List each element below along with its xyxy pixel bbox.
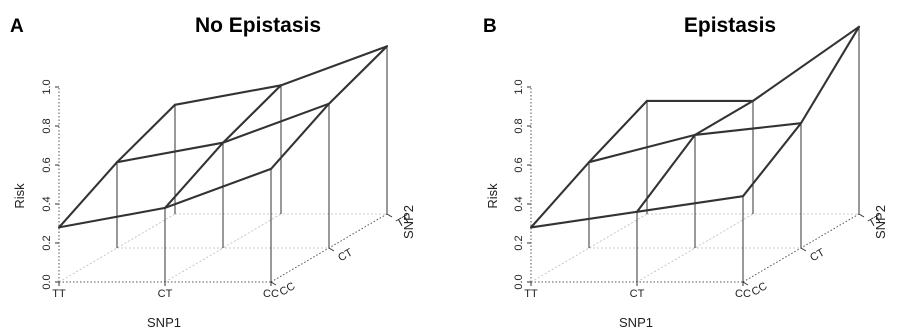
y-tick-label: CC xyxy=(750,280,770,298)
y-tick-label: TT xyxy=(867,213,885,230)
y-tick xyxy=(270,281,277,286)
surface-line-snp1-cc xyxy=(741,25,861,198)
y-tick xyxy=(386,213,393,218)
y-tick xyxy=(742,281,749,286)
y-tick-label: CT xyxy=(808,246,827,264)
z-axis-label: Risk xyxy=(485,183,500,209)
x-tick-label: TT xyxy=(524,288,538,300)
floor-grid-line xyxy=(58,213,176,283)
y-tick xyxy=(328,247,335,252)
x-tick-label: CC xyxy=(735,288,751,300)
x-axis-label: SNP1 xyxy=(147,315,181,330)
surface-line-snp1-tt xyxy=(57,103,177,229)
surface-line-snp1-ct xyxy=(635,99,755,213)
surface-line-snp1-ct xyxy=(163,84,283,209)
z-tick-label: 0.2 xyxy=(513,235,525,250)
z-tick-label: 0.6 xyxy=(513,157,525,172)
panel-letter: A xyxy=(10,16,24,37)
y-tick-label: CC xyxy=(278,280,298,298)
z-tick-label: 0.4 xyxy=(513,196,525,211)
y-tick xyxy=(800,247,807,252)
surface-line-snp1-tt xyxy=(529,99,649,229)
z-tick-label: 0.2 xyxy=(41,235,53,250)
x-tick-label: CT xyxy=(158,288,173,300)
z-tick-label: 1.0 xyxy=(41,79,53,94)
y-tick-label: TT xyxy=(395,213,413,230)
z-tick-label: 0.0 xyxy=(41,274,53,289)
y-axis-label: SNP2 xyxy=(873,205,888,239)
panel-title: No Epistasis xyxy=(195,14,321,37)
z-tick-label: 0.8 xyxy=(513,118,525,133)
y-tick xyxy=(858,213,865,218)
x-tick-label: CC xyxy=(263,288,279,300)
y-tick-label: CT xyxy=(336,246,355,264)
z-tick-label: 0.4 xyxy=(41,196,53,211)
y-axis-label: SNP2 xyxy=(401,205,416,239)
x-axis-label: SNP1 xyxy=(619,315,653,330)
x-tick-label: CT xyxy=(630,288,645,300)
floor-grid-line xyxy=(636,213,754,283)
z-axis-label: Risk xyxy=(12,183,27,209)
x-tick-label: TT xyxy=(52,288,66,300)
floor-grid-line xyxy=(530,213,648,283)
panel-title: Epistasis xyxy=(684,14,776,37)
z-tick-label: 1.0 xyxy=(513,79,525,94)
z-tick-label: 0.6 xyxy=(41,157,53,172)
surface-line-snp1-cc xyxy=(269,45,389,170)
z-tick-label: 0.8 xyxy=(41,118,53,133)
panel-letter: B xyxy=(483,16,497,37)
z-tick-label: 0.0 xyxy=(513,274,525,289)
floor-grid-line xyxy=(164,213,282,283)
surface-line-snp2-tt xyxy=(645,25,861,102)
